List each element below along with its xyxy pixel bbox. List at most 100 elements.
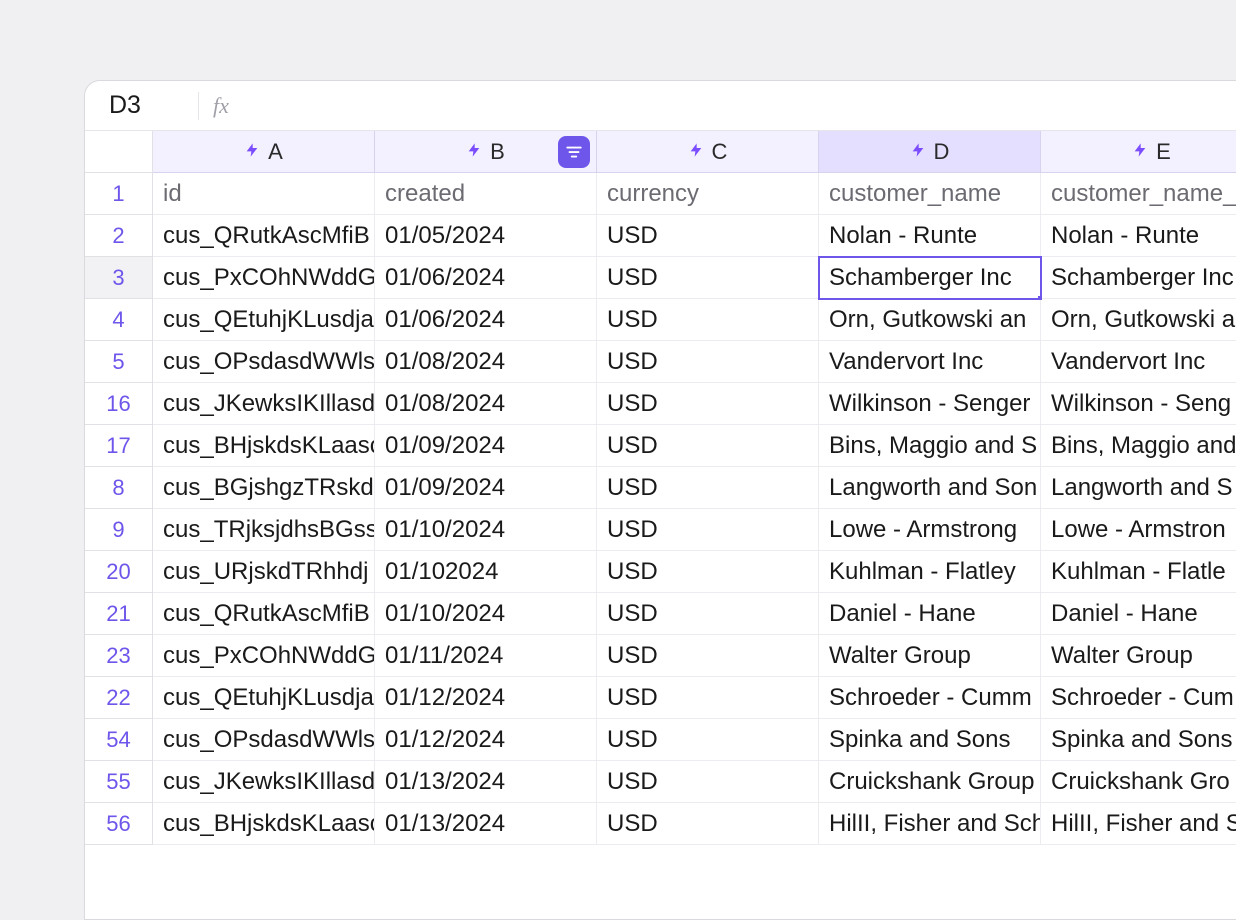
row-header[interactable]: 3 [85, 257, 153, 299]
cell-A3[interactable]: cus_PxCOhNWddGs [153, 257, 375, 299]
cell-D54[interactable]: Spinka and Sons [819, 719, 1041, 761]
cell-D55[interactable]: Cruickshank Group [819, 761, 1041, 803]
cell-A5[interactable]: cus_OPsdasdWWls [153, 341, 375, 383]
cell-A2[interactable]: cus_QRutkAscMfiB [153, 215, 375, 257]
cell-E16[interactable]: Wilkinson - Seng [1041, 383, 1236, 425]
cell-E9[interactable]: Lowe - Armstron [1041, 509, 1236, 551]
cell-E5[interactable]: Vandervort Inc [1041, 341, 1236, 383]
cell-A4[interactable]: cus_QEtuhjKLusdja [153, 299, 375, 341]
cell-C22[interactable]: USD [597, 677, 819, 719]
cell-B8[interactable]: 01/09/2024 [375, 467, 597, 509]
row-header[interactable]: 8 [85, 467, 153, 509]
cell-D8[interactable]: Langworth and Son [819, 467, 1041, 509]
cell-E8[interactable]: Langworth and S [1041, 467, 1236, 509]
row-header[interactable]: 22 [85, 677, 153, 719]
cell-A55[interactable]: cus_JKewksIKIllasd [153, 761, 375, 803]
selection-handle[interactable] [1037, 295, 1041, 299]
cell-E2[interactable]: Nolan - Runte [1041, 215, 1236, 257]
cell-A21[interactable]: cus_QRutkAscMfiB [153, 593, 375, 635]
cell-C16[interactable]: USD [597, 383, 819, 425]
cell-B22[interactable]: 01/12/2024 [375, 677, 597, 719]
row-header[interactable]: 5 [85, 341, 153, 383]
cell-E22[interactable]: Schroeder - Cum [1041, 677, 1236, 719]
cell-C23[interactable]: USD [597, 635, 819, 677]
cell-C20[interactable]: USD [597, 551, 819, 593]
column-header-B[interactable]: B [375, 131, 597, 173]
cell-D56[interactable]: HilII, Fisher and Sch [819, 803, 1041, 845]
cell-C1[interactable]: currency [597, 173, 819, 215]
cell-C9[interactable]: USD [597, 509, 819, 551]
cell-A9[interactable]: cus_TRjksjdhsBGss [153, 509, 375, 551]
cell-D3[interactable]: Schamberger Inc [819, 257, 1041, 299]
row-header[interactable]: 23 [85, 635, 153, 677]
formula-input[interactable] [229, 81, 1236, 130]
cell-C17[interactable]: USD [597, 425, 819, 467]
cell-D21[interactable]: Daniel - Hane [819, 593, 1041, 635]
cell-A56[interactable]: cus_BHjskdsKLaasc [153, 803, 375, 845]
cell-E17[interactable]: Bins, Maggio and [1041, 425, 1236, 467]
cell-D16[interactable]: Wilkinson - Senger [819, 383, 1041, 425]
cell-D22[interactable]: Schroeder - Cumm [819, 677, 1041, 719]
cell-A54[interactable]: cus_OPsdasdWWls [153, 719, 375, 761]
cell-D9[interactable]: Lowe - Armstrong [819, 509, 1041, 551]
cell-B17[interactable]: 01/09/2024 [375, 425, 597, 467]
cell-B5[interactable]: 01/08/2024 [375, 341, 597, 383]
cell-B55[interactable]: 01/13/2024 [375, 761, 597, 803]
cell-C3[interactable]: USD [597, 257, 819, 299]
cell-D4[interactable]: Orn, Gutkowski an [819, 299, 1041, 341]
cell-A17[interactable]: cus_BHjskdsKLaasc [153, 425, 375, 467]
cell-A20[interactable]: cus_URjskdTRhhdj [153, 551, 375, 593]
cell-D17[interactable]: Bins, Maggio and S [819, 425, 1041, 467]
filter-icon[interactable] [558, 136, 590, 168]
cell-D23[interactable]: Walter Group [819, 635, 1041, 677]
cell-B3[interactable]: 01/06/2024 [375, 257, 597, 299]
cell-C54[interactable]: USD [597, 719, 819, 761]
select-all-corner[interactable] [85, 131, 153, 173]
row-header[interactable]: 20 [85, 551, 153, 593]
row-header[interactable]: 16 [85, 383, 153, 425]
cell-A16[interactable]: cus_JKewksIKIllasd [153, 383, 375, 425]
cell-E54[interactable]: Spinka and Sons [1041, 719, 1236, 761]
row-header[interactable]: 54 [85, 719, 153, 761]
cell-A22[interactable]: cus_QEtuhjKLusdja [153, 677, 375, 719]
cell-C4[interactable]: USD [597, 299, 819, 341]
cell-C55[interactable]: USD [597, 761, 819, 803]
cell-B21[interactable]: 01/10/2024 [375, 593, 597, 635]
cell-A8[interactable]: cus_BGjshgzTRskdk [153, 467, 375, 509]
column-header-E[interactable]: E [1041, 131, 1236, 173]
column-header-D[interactable]: D [819, 131, 1041, 173]
cell-C2[interactable]: USD [597, 215, 819, 257]
cell-E4[interactable]: Orn, Gutkowski a [1041, 299, 1236, 341]
row-header[interactable]: 9 [85, 509, 153, 551]
cell-B9[interactable]: 01/10/2024 [375, 509, 597, 551]
cell-C21[interactable]: USD [597, 593, 819, 635]
cell-D20[interactable]: Kuhlman - Flatley [819, 551, 1041, 593]
cell-D1[interactable]: customer_name [819, 173, 1041, 215]
column-header-A[interactable]: A [153, 131, 375, 173]
cell-C8[interactable]: USD [597, 467, 819, 509]
cell-B54[interactable]: 01/12/2024 [375, 719, 597, 761]
cell-D2[interactable]: Nolan - Runte [819, 215, 1041, 257]
cell-E23[interactable]: Walter Group [1041, 635, 1236, 677]
cell-E3[interactable]: Schamberger Inc [1041, 257, 1236, 299]
cell-C5[interactable]: USD [597, 341, 819, 383]
cell-B56[interactable]: 01/13/2024 [375, 803, 597, 845]
cell-A1[interactable]: id [153, 173, 375, 215]
cell-A23[interactable]: cus_PxCOhNWddGs [153, 635, 375, 677]
cell-E20[interactable]: Kuhlman - Flatle [1041, 551, 1236, 593]
row-header[interactable]: 2 [85, 215, 153, 257]
cell-B4[interactable]: 01/06/2024 [375, 299, 597, 341]
row-header[interactable]: 21 [85, 593, 153, 635]
cell-B23[interactable]: 01/11/2024 [375, 635, 597, 677]
row-header[interactable]: 55 [85, 761, 153, 803]
cell-E56[interactable]: HilII, Fisher and S [1041, 803, 1236, 845]
cell-E21[interactable]: Daniel - Hane [1041, 593, 1236, 635]
row-header[interactable]: 17 [85, 425, 153, 467]
row-header[interactable]: 1 [85, 173, 153, 215]
cell-reference[interactable]: D3 [85, 91, 198, 120]
cell-E1[interactable]: customer_name_ [1041, 173, 1236, 215]
row-header[interactable]: 56 [85, 803, 153, 845]
row-header[interactable]: 4 [85, 299, 153, 341]
cell-B1[interactable]: created [375, 173, 597, 215]
cell-D5[interactable]: Vandervort Inc [819, 341, 1041, 383]
